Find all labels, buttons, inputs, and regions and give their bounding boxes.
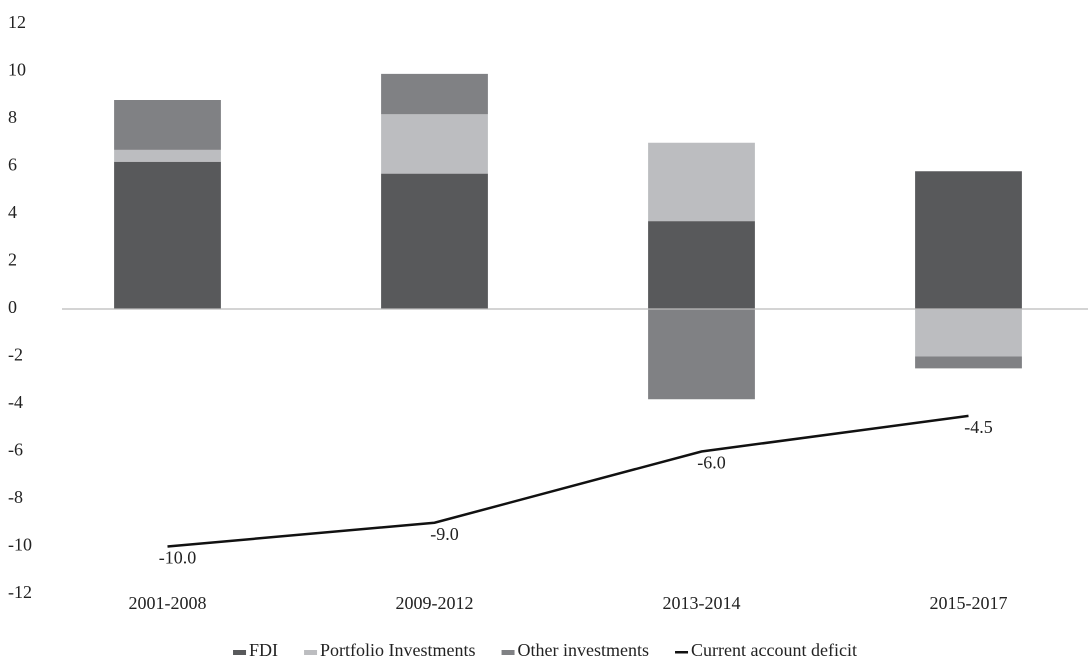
x-tick-label: 2015-2017 <box>930 593 1008 613</box>
y-tick-label: 6 <box>8 155 17 175</box>
y-tick-label: 8 <box>8 107 17 127</box>
y-tick-label: -12 <box>8 582 32 602</box>
bar <box>381 173 488 309</box>
bar <box>915 171 1022 309</box>
bar <box>114 149 221 162</box>
y-tick-label: 2 <box>8 250 17 270</box>
y-tick-label: -10 <box>8 535 32 555</box>
y-tick-label: 0 <box>8 297 17 317</box>
y-tick-label: -6 <box>8 440 23 460</box>
y-tick-label: -8 <box>8 487 23 507</box>
bar <box>648 142 755 222</box>
bar <box>915 309 1022 357</box>
x-tick-label: 2001-2008 <box>129 593 207 613</box>
data-label: -10.0 <box>159 548 197 568</box>
y-tick-label: 12 <box>8 12 26 32</box>
bar <box>915 356 1022 369</box>
bar <box>114 100 221 150</box>
legend-label: Other investments <box>518 640 649 660</box>
bar <box>648 309 755 400</box>
y-tick-label: 10 <box>8 60 26 80</box>
legend-label: Current account deficit <box>691 640 857 660</box>
y-tick-label: 4 <box>8 202 17 222</box>
x-tick-label: 2013-2014 <box>663 593 741 613</box>
data-label: -6.0 <box>697 453 726 473</box>
data-label: -4.5 <box>964 417 993 437</box>
legend-label: FDI <box>249 640 278 660</box>
data-label: -9.0 <box>430 524 459 544</box>
line <box>167 414 969 548</box>
bar <box>381 73 488 115</box>
bar <box>648 221 755 309</box>
x-tick-label: 2009-2012 <box>396 593 474 613</box>
legend-swatch <box>233 650 247 655</box>
y-tick-label: -2 <box>8 345 23 365</box>
legend-swatch <box>675 651 689 654</box>
y-tick-label: -4 <box>8 392 23 412</box>
bar <box>114 161 221 309</box>
bar <box>381 114 488 174</box>
legend-label: Portfolio Investments <box>320 640 476 660</box>
legend-swatch <box>304 650 318 655</box>
legend-swatch <box>501 650 515 655</box>
